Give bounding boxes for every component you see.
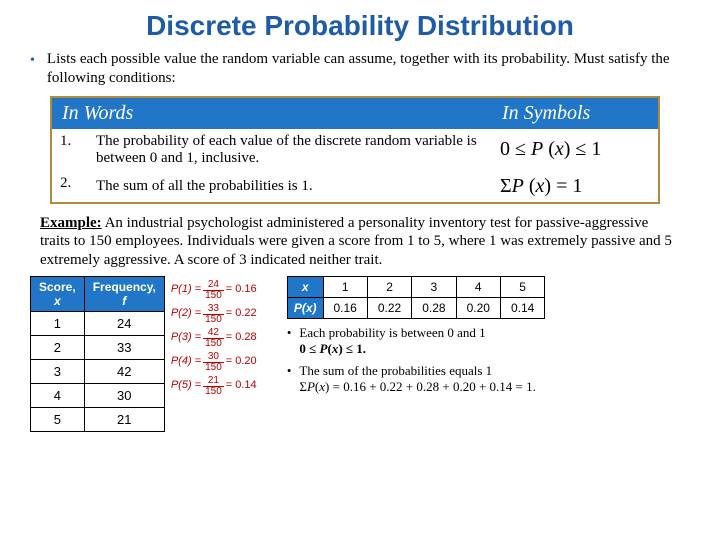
page-title: Discrete Probability Distribution: [20, 10, 700, 42]
example-body: An industrial psychologist administered …: [40, 215, 672, 269]
row-num: 1.: [51, 129, 88, 171]
calc-row: P(5) = 21150 = 0.14: [171, 376, 281, 397]
table-row: 1. The probability of each value of the …: [51, 129, 659, 171]
prob-header-x: x: [287, 276, 323, 297]
freq-header-f: Frequency,f: [84, 276, 164, 311]
row-symbol: ΣP (x) = 1: [492, 171, 659, 203]
table-row: 521: [31, 407, 165, 431]
table-row: 430: [31, 383, 165, 407]
example-text: Example: An industrial psychologist admi…: [40, 214, 680, 270]
intro-text: Lists each possible value the random var…: [47, 50, 690, 88]
frequency-table: Score,x Frequency,f 124 233 342 430 521: [30, 276, 165, 432]
table-row: 124: [31, 311, 165, 335]
calc-row: P(3) = 42150 = 0.28: [171, 328, 281, 349]
right-column: x 12345 P(x) 0.160.220.280.200.14 • Each…: [287, 276, 690, 401]
calculations: P(1) = 24150 = 0.16 P(2) = 33150 = 0.22 P(…: [171, 276, 281, 400]
example-label: Example:: [40, 215, 102, 231]
note-2: • The sum of the probabilities equals 1 …: [287, 363, 690, 395]
bullet-icon: •: [287, 325, 292, 357]
note2-line2: ΣP(x) = 0.16 + 0.22 + 0.28 + 0.20 + 0.14…: [299, 379, 535, 394]
note1-line1: Each probability is between 0 and 1: [299, 325, 485, 340]
probability-table: x 12345 P(x) 0.160.220.280.200.14: [287, 276, 545, 319]
row-symbol: 0 ≤ P (x) ≤ 1: [492, 129, 659, 171]
prob-header-p: P(x): [287, 297, 323, 318]
bottom-section: Score,x Frequency,f 124 233 342 430 521 …: [30, 276, 690, 432]
note2-line1: The sum of the probabilities equals 1: [299, 363, 492, 378]
row-num: 2.: [51, 171, 88, 203]
row-words: The sum of all the probabilities is 1.: [88, 171, 492, 203]
table-row: 2. The sum of all the probabilities is 1…: [51, 171, 659, 203]
conditions-table: In Words In Symbols 1. The probability o…: [50, 96, 660, 204]
calc-row: P(2) = 33150 = 0.22: [171, 304, 281, 325]
table-row: 342: [31, 359, 165, 383]
note-1: • Each probability is between 0 and 1 0 …: [287, 325, 690, 357]
freq-header-x: Score,x: [31, 276, 85, 311]
bullet-icon: •: [30, 52, 35, 88]
col-header-symbols: In Symbols: [492, 97, 659, 129]
col-header-words: In Words: [51, 97, 492, 129]
row-words: The probability of each value of the dis…: [88, 129, 492, 171]
table-row: 233: [31, 335, 165, 359]
intro-bullet: • Lists each possible value the random v…: [30, 50, 690, 88]
note1-line2: 0 ≤ P(x) ≤ 1.: [299, 341, 366, 356]
bullet-icon: •: [287, 363, 292, 395]
calc-row: P(4) = 30150 = 0.20: [171, 352, 281, 373]
notes: • Each probability is between 0 and 1 0 …: [287, 325, 690, 395]
calc-row: P(1) = 24150 = 0.16: [171, 280, 281, 301]
